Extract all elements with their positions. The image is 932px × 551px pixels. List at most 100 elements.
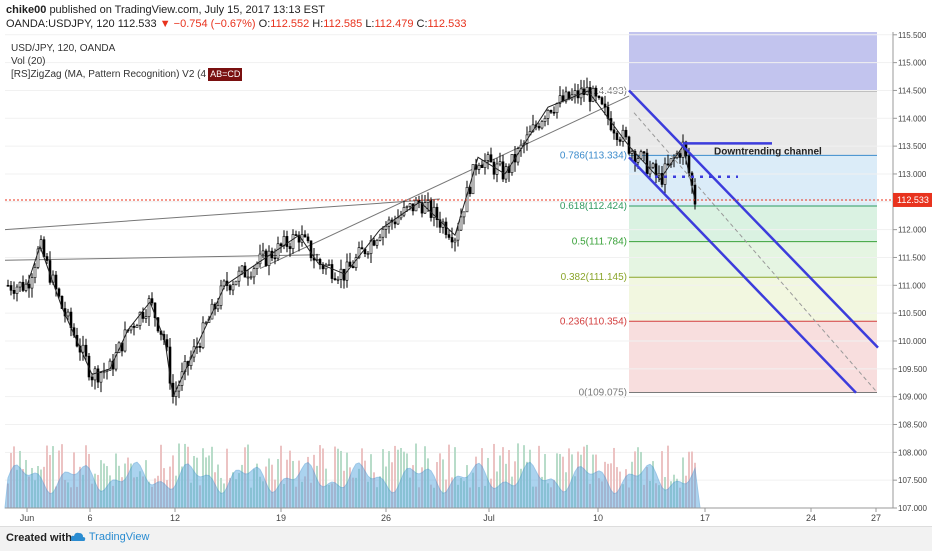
candle xyxy=(549,109,553,114)
volume-bar xyxy=(382,449,384,508)
candle-body xyxy=(468,187,472,195)
volume-bar xyxy=(100,460,102,508)
candle-body xyxy=(456,229,460,241)
candle-body xyxy=(177,385,181,392)
candle xyxy=(93,366,97,390)
candle xyxy=(225,272,229,292)
volume-bar xyxy=(562,456,564,508)
candle xyxy=(306,233,310,244)
open-value: 112.552 xyxy=(270,18,310,30)
price-tick-label: 108.000 xyxy=(898,448,927,457)
candle xyxy=(516,146,520,166)
candle xyxy=(303,230,307,238)
candle-body xyxy=(285,236,289,247)
candle xyxy=(291,229,295,254)
volume-bar xyxy=(172,455,174,508)
candle xyxy=(666,154,670,167)
legend-volume[interactable]: Vol (20) xyxy=(11,56,46,67)
volume-bar xyxy=(346,452,348,508)
candle-body xyxy=(114,352,118,370)
candle xyxy=(630,148,634,160)
candle-body xyxy=(333,278,337,281)
candle-body xyxy=(630,151,634,154)
candle xyxy=(495,158,499,183)
candle xyxy=(321,262,325,275)
channel-midline xyxy=(633,112,877,392)
candle xyxy=(375,238,379,249)
volume-bar xyxy=(661,451,663,508)
volume-bar xyxy=(277,459,279,508)
candle-body xyxy=(489,154,493,163)
candle xyxy=(426,192,430,212)
publisher-name[interactable]: chike00 xyxy=(6,4,47,16)
candle xyxy=(432,200,436,227)
candle xyxy=(330,259,334,284)
candle xyxy=(150,292,154,306)
candle-body xyxy=(24,283,28,291)
candle xyxy=(132,323,136,336)
candle xyxy=(297,231,301,252)
candle-body xyxy=(27,283,31,289)
candle xyxy=(480,160,484,168)
volume-bar xyxy=(616,467,618,508)
legend-symbol[interactable]: USD/JPY, 120, OANDA xyxy=(11,43,116,54)
volume-bar xyxy=(46,445,48,508)
candle xyxy=(90,373,94,387)
candle-body xyxy=(543,117,547,122)
open-label: O: xyxy=(258,18,271,30)
candle xyxy=(69,307,73,337)
candle-body xyxy=(84,344,88,357)
candle-body xyxy=(135,325,139,328)
volume-bar xyxy=(559,454,561,508)
candle-body xyxy=(450,237,454,243)
candle-body xyxy=(279,243,283,247)
volume-bar xyxy=(442,459,444,508)
fib-zone xyxy=(629,277,877,322)
candle xyxy=(435,203,439,228)
candle-body xyxy=(375,240,379,246)
candle xyxy=(75,327,79,348)
abcd-badge: AB=CD xyxy=(208,68,243,81)
candle xyxy=(234,280,238,286)
candle xyxy=(246,269,250,286)
candle xyxy=(300,225,304,247)
candle xyxy=(45,253,49,265)
price-tick-label: 113.000 xyxy=(898,170,927,179)
legend-zigzag[interactable]: [RS]ZigZag (MA, Pattern Recognition) V2 … xyxy=(11,68,243,81)
candle-body xyxy=(393,221,397,225)
created-with-label: Created with xyxy=(6,532,73,544)
candle-body xyxy=(600,97,604,105)
candle xyxy=(141,307,145,323)
price-chart[interactable]: 1(114.493) 0.786(113.334) 0.618(112.424) 0.… xyxy=(0,32,932,526)
candle xyxy=(657,165,661,182)
close-value: 112.533 xyxy=(427,18,467,30)
candle xyxy=(198,342,202,353)
tradingview-link[interactable]: TradingView xyxy=(70,531,149,543)
candle-body xyxy=(150,298,154,304)
candle-body xyxy=(651,163,655,168)
candle xyxy=(147,295,151,326)
candle xyxy=(57,287,61,299)
trend-line xyxy=(259,95,630,270)
candle-body xyxy=(54,274,58,290)
fib-zone xyxy=(629,321,877,393)
candle-body xyxy=(477,165,481,170)
volume-bar xyxy=(268,458,270,508)
trend-line xyxy=(4,254,321,261)
candle-body xyxy=(144,316,148,319)
candle-body xyxy=(498,161,502,165)
candle xyxy=(471,164,475,195)
candle xyxy=(558,86,562,108)
candle xyxy=(468,185,472,197)
volume-bar xyxy=(178,443,180,508)
current-price-tag xyxy=(893,192,932,207)
tradingview-brand: TradingView xyxy=(88,531,150,543)
candle-body xyxy=(216,305,220,310)
candle-body xyxy=(366,253,370,255)
volume-bar xyxy=(391,462,393,508)
candle-body xyxy=(396,217,400,225)
candle xyxy=(36,246,40,270)
channel-lower-line xyxy=(628,156,857,394)
candle-body xyxy=(666,163,670,166)
price-tick-label: 112.000 xyxy=(898,226,927,235)
